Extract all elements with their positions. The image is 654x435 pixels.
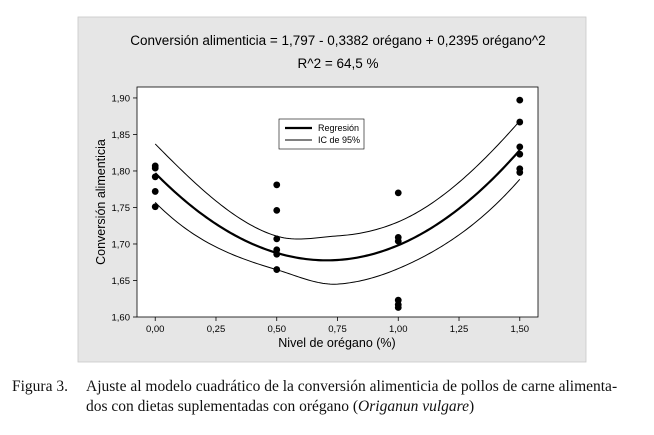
- x-tick-label: 0,75: [328, 324, 347, 335]
- legend-fit-label: Regresión: [318, 123, 359, 133]
- data-point: [516, 118, 524, 126]
- y-tick-label: 1,70: [112, 239, 131, 250]
- y-tick-label: 1,90: [112, 93, 131, 104]
- data-point: [151, 203, 159, 211]
- data-point: [151, 173, 159, 181]
- caption-text-line1: Ajuste al modelo cuadrático de la conver…: [86, 378, 618, 395]
- legend-box: [278, 118, 365, 150]
- regression-line: [154, 149, 521, 262]
- x-axis-label: Nivel de orégano (%): [278, 336, 395, 350]
- x-tick-label: 1,00: [389, 324, 408, 335]
- y-tick-label: 1,85: [112, 130, 131, 141]
- data-point: [516, 143, 524, 151]
- data-point: [273, 181, 281, 189]
- caption-species: Origanun vulgare: [358, 398, 469, 415]
- ci-lower-line: [154, 178, 521, 285]
- chart-subtitle: R^2 = 64,5 %: [297, 56, 378, 71]
- data-point: [394, 189, 402, 197]
- figure-caption: Figura 3. Ajuste al modelo cuadrático de …: [12, 377, 648, 417]
- y-tick-label: 1,60: [112, 312, 131, 323]
- data-point: [151, 164, 159, 172]
- regression-curves: [154, 120, 521, 285]
- caption-close: ): [468, 398, 475, 415]
- data-point: [273, 266, 281, 273]
- data-point: [273, 250, 281, 258]
- data-points: [151, 96, 524, 311]
- data-point: [394, 237, 402, 245]
- ci-upper-line: [154, 120, 521, 240]
- y-tick-label: 1,75: [112, 203, 131, 214]
- data-point: [273, 235, 281, 243]
- legend-ci-label: IC de 95%: [318, 135, 360, 145]
- data-point: [151, 188, 159, 195]
- y-tick-label: 1,65: [112, 276, 131, 287]
- caption-label: Figura 3.: [12, 378, 68, 395]
- caption-text-line2: dos con dietas suplementadas con orégano…: [86, 398, 359, 415]
- data-point: [516, 150, 524, 158]
- data-point: [394, 304, 402, 311]
- chart-title: Conversión alimenticia = 1,797 - 0,3382 …: [130, 33, 545, 48]
- data-point: [516, 169, 524, 176]
- axis-ticks: 0,00 0,25 0,50 0,75 1,00 1,25 1,50 1,60 1,65 1,70…: [112, 93, 530, 335]
- data-point: [273, 206, 281, 214]
- x-tick-label: 0,50: [267, 324, 286, 335]
- x-tick-label: 0,00: [146, 324, 165, 335]
- data-point: [516, 96, 524, 104]
- x-tick-label: 0,25: [207, 324, 226, 335]
- y-axis-label: Conversión alimenticia: [94, 139, 108, 265]
- x-tick-label: 1,50: [511, 324, 530, 335]
- legend: Regresión IC de 95%: [278, 118, 365, 150]
- y-tick-label: 1,80: [112, 166, 131, 177]
- x-tick-label: 1,25: [450, 324, 469, 335]
